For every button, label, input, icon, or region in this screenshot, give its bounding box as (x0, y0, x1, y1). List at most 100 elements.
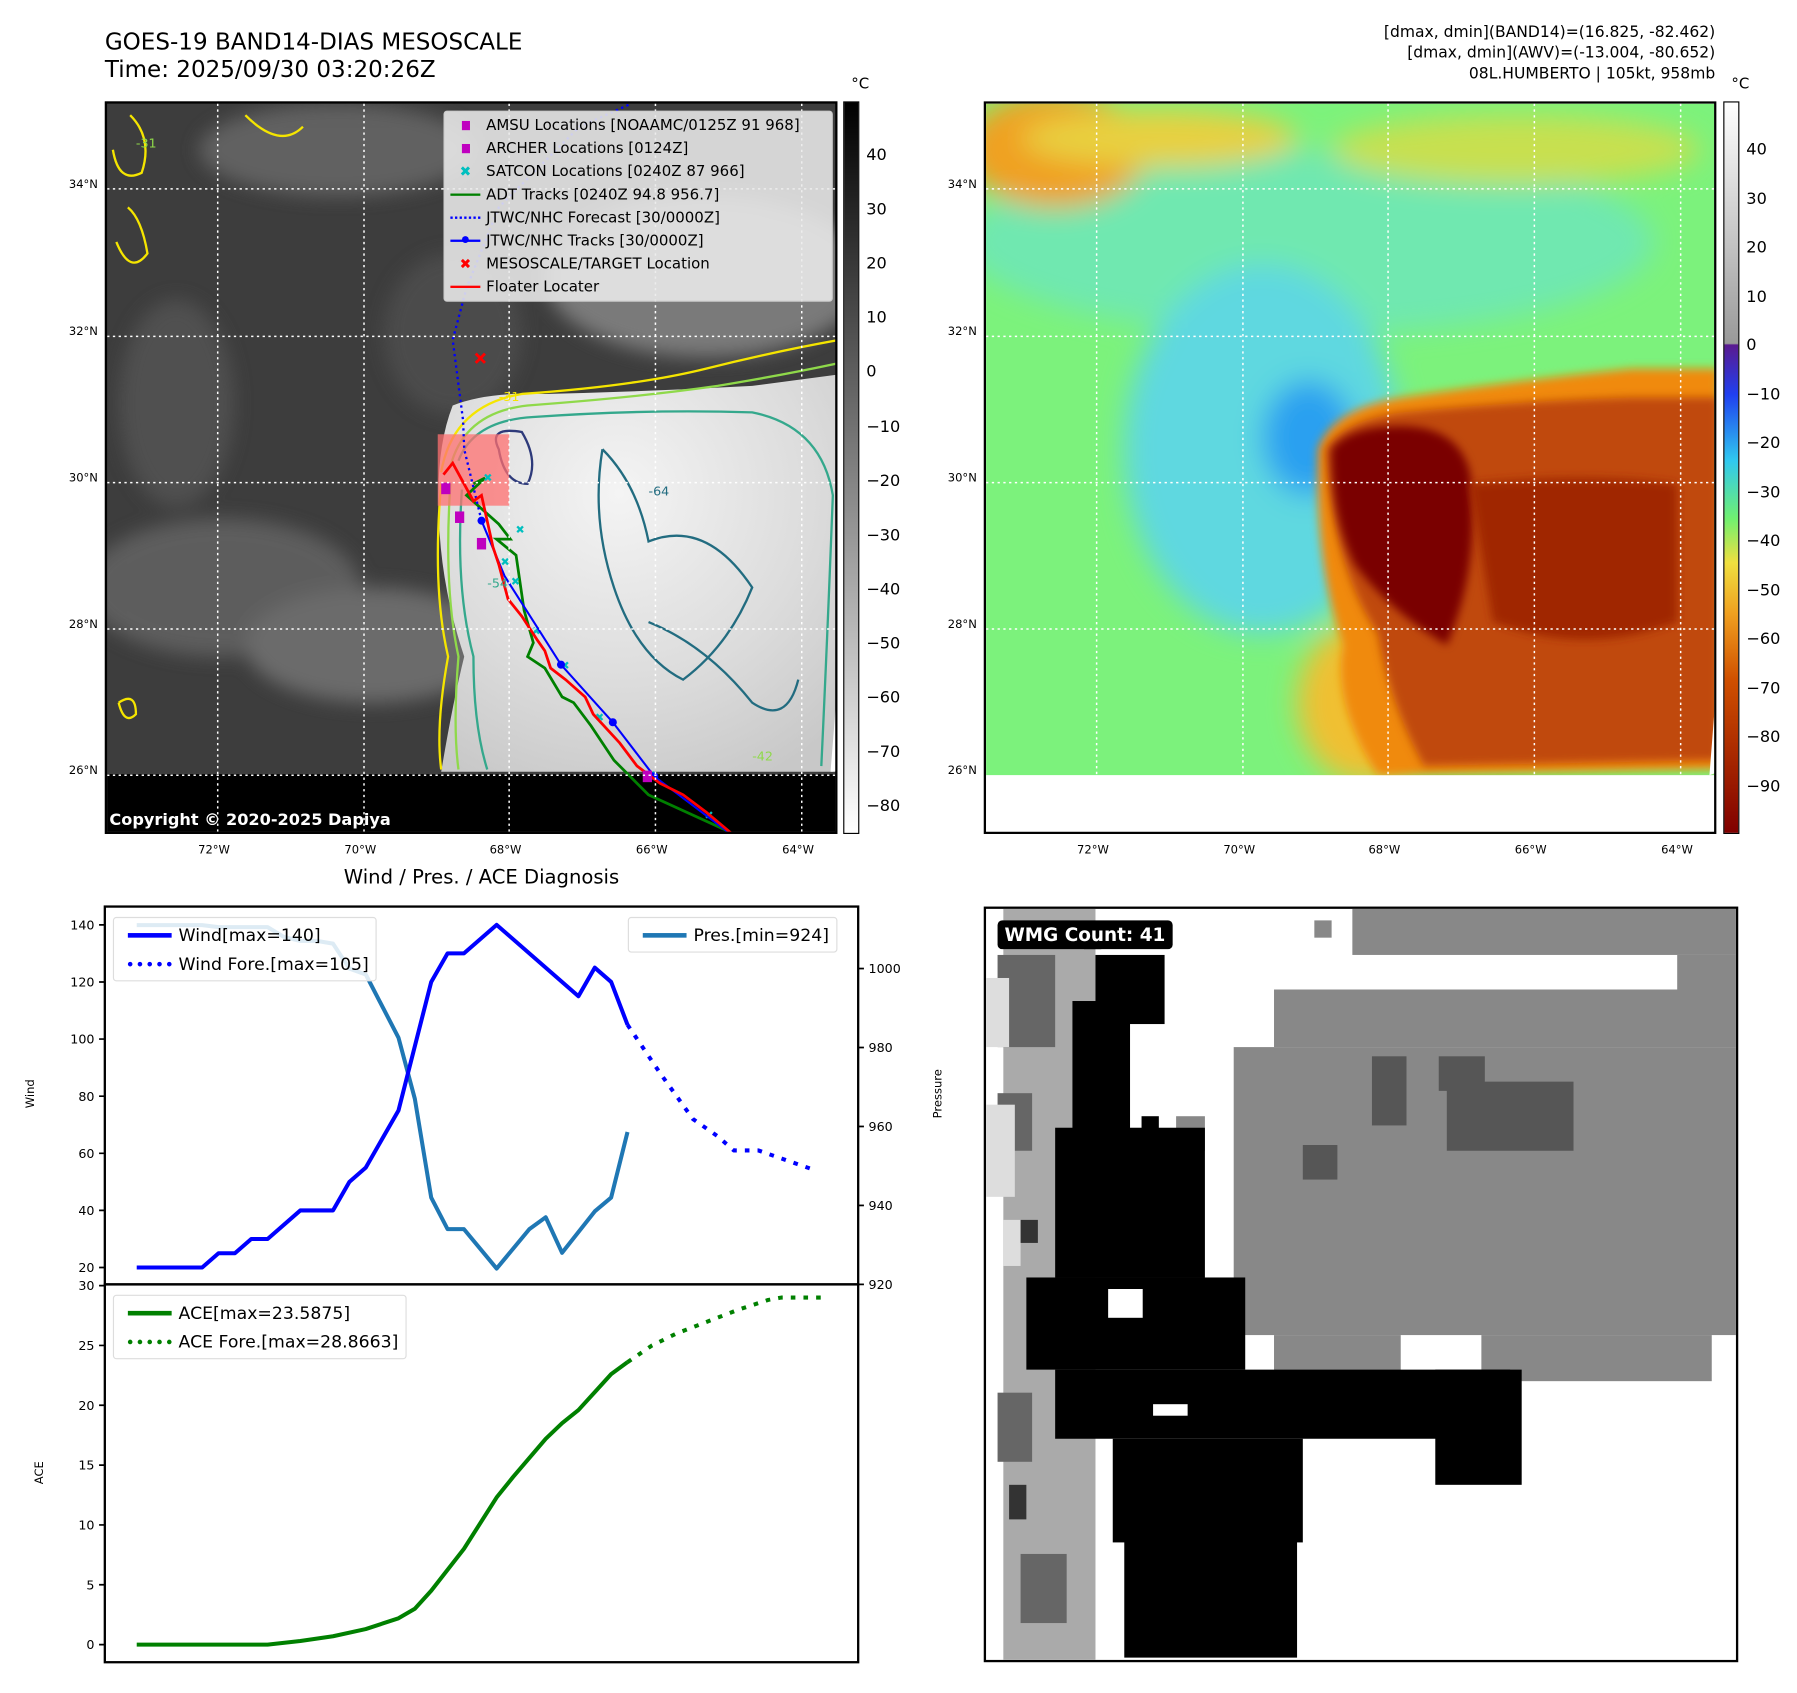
lat-label: 30°N (947, 472, 977, 485)
left-colorbar-unit: °C (851, 76, 870, 94)
y-tick-label: 980 (869, 1040, 893, 1055)
contour-label: -42 (752, 748, 773, 764)
legend-item: Wind[max=140] (121, 920, 369, 949)
colorbar-tick-label: −10 (1746, 385, 1781, 404)
solid-line-icon (121, 1310, 179, 1315)
y-tick-label: 10 (78, 1518, 94, 1533)
contour-label: -64 (648, 483, 670, 499)
colorbar-tick-label: 30 (866, 200, 887, 219)
band14-range: [dmax, dmin](BAND14)=(16.825, -82.462) (1383, 23, 1716, 42)
colorbar-tick-label: 10 (1746, 287, 1767, 306)
lon-label: 64°W (1661, 844, 1693, 858)
x-marker-icon: ✖ (459, 255, 472, 272)
dotted-line-icon (445, 216, 486, 219)
square-marker-icon (445, 143, 486, 154)
y-tick-label: 25 (78, 1338, 94, 1353)
legend-label: AMSU Locations [NOAAMC/0125Z 91 968] (486, 116, 800, 135)
legend-label: Floater Locater (486, 278, 600, 296)
colorbar-tick-label: 20 (1746, 238, 1767, 257)
legend-item: ✖ SATCON Locations [0240Z 87 966] (445, 160, 832, 183)
colorbar-tick-label: −40 (866, 580, 901, 599)
lat-label: 34°N (68, 178, 98, 192)
colorbar-tick-label: −80 (866, 797, 901, 816)
legend-label: ADT Tracks [0240Z 94.8 956.7] (486, 186, 720, 204)
lon-label: 70°W (1223, 844, 1256, 858)
colorbar-tick-label: 10 (866, 309, 887, 328)
awv-map-panel (983, 101, 1717, 834)
legend-item: ARCHER Locations [0124Z] (445, 137, 832, 160)
awv-range: [dmax, dmin](AWV)=(-13.004, -80.652) (1407, 43, 1716, 63)
colorbar-tick-label: 0 (866, 363, 877, 382)
lon-label: 70°W (344, 844, 377, 858)
ir-map-panel: -31 -31 -54 -64 -42 Copyright © 2020-202… (104, 101, 838, 834)
y-tick-label: 80 (78, 1089, 94, 1104)
legend-label: ACE[max=23.5875] (178, 1302, 351, 1323)
legend-item: Wind Fore.[max=105] (121, 949, 369, 978)
colorbar-tick-label: −70 (1746, 679, 1781, 698)
lat-label: 32°N (947, 325, 977, 339)
y-tick-label: 920 (869, 1277, 893, 1292)
colorbar-tick-label: −30 (866, 526, 901, 545)
y-tick-label: 20 (78, 1398, 94, 1413)
colorbar-tick-label: 40 (866, 146, 887, 165)
right-colorbar (1723, 101, 1740, 834)
wind-pressure-ace-chart: 20 40 60 80 100 120 140 920 940 960 980 1000 0 5 10 15 2… (70, 905, 901, 1664)
colorbar-tick-label: −30 (1746, 483, 1781, 502)
legend-item: ADT Tracks [0240Z 94.8 956.7] (445, 183, 832, 206)
colorbar-tick-label: 30 (1746, 189, 1767, 208)
y-tick-label: 1000 (869, 961, 901, 976)
dotted-line-icon (121, 961, 179, 966)
contour-label: -31 (135, 135, 157, 151)
series-line-ace (136, 1360, 629, 1647)
legend-item: JTWC/NHC Forecast [30/0000Z] (445, 206, 832, 229)
lat-label: 34°N (947, 178, 977, 192)
legend-label: Wind Fore.[max=105] (178, 953, 369, 974)
lat-label: 28°N (68, 618, 98, 632)
lon-label: 72°W (198, 844, 230, 858)
storm-name-intensity: 08L.HUMBERTO | 105kt, 958mb (1468, 64, 1716, 83)
contour-label: -54 (487, 575, 508, 591)
legend-label: SATCON Locations [0240Z 87 966] (486, 162, 745, 181)
lon-label: 68°W (489, 844, 522, 858)
line-icon (445, 285, 486, 288)
lon-label: 66°W (635, 844, 668, 858)
wmg-count-badge: WMG Count: 41 (997, 920, 1173, 950)
figure-title: GOES-19 BAND14-DIAS MESOSCALE (104, 27, 523, 56)
dotted-line-icon (121, 1339, 179, 1344)
legend-item: JTWC/NHC Tracks [30/0000Z] (445, 229, 832, 252)
series-line-wind (136, 922, 630, 1270)
pressure-legend: Pres.[min=924] (627, 916, 838, 953)
colorbar-tick-label: 20 (866, 254, 887, 274)
legend-label: MESOSCALE/TARGET Location (486, 255, 710, 273)
figure-time: Time: 2025/09/30 03:20:26Z (104, 55, 436, 83)
y-tick-label: 60 (78, 1146, 94, 1161)
legend-item: Floater Locater (445, 275, 832, 298)
lat-label: 32°N (68, 325, 98, 339)
lat-label: 30°N (68, 472, 98, 485)
line-dot-icon (445, 236, 486, 244)
colorbar-tick-label: 0 (1746, 336, 1757, 355)
square-marker-icon (445, 120, 486, 131)
colorbar-tick-label: −90 (1746, 776, 1781, 796)
legend-label: ARCHER Locations [0124Z] (486, 139, 689, 158)
left-colorbar (843, 101, 860, 834)
wmg-panel: WMG Count: 41 (983, 906, 1739, 1663)
ace-axis-label: ACE (33, 1461, 47, 1485)
ace-axes-frame (103, 1283, 860, 1664)
y-tick-label: 940 (869, 1198, 893, 1213)
line-icon (445, 193, 486, 196)
right-colorbar-unit: °C (1731, 76, 1750, 94)
colorbar-tick-label: −20 (866, 471, 901, 491)
lon-label: 64°W (782, 844, 814, 858)
legend-label: Wind[max=140] (178, 924, 321, 946)
x-marker-icon: ✖ (459, 163, 472, 180)
y-tick-label: 100 (70, 1032, 94, 1047)
colorbar-tick-label: −80 (1746, 728, 1781, 747)
y-tick-label: 960 (869, 1119, 893, 1134)
y-tick-label: 5 (86, 1577, 94, 1592)
contour-label: -31 (498, 389, 520, 405)
y-tick-label: 140 (70, 917, 94, 932)
lon-label: 66°W (1514, 844, 1547, 858)
legend-item: ACE[max=23.5875] (121, 1298, 398, 1327)
legend-label: Pres.[min=924] (693, 924, 829, 946)
